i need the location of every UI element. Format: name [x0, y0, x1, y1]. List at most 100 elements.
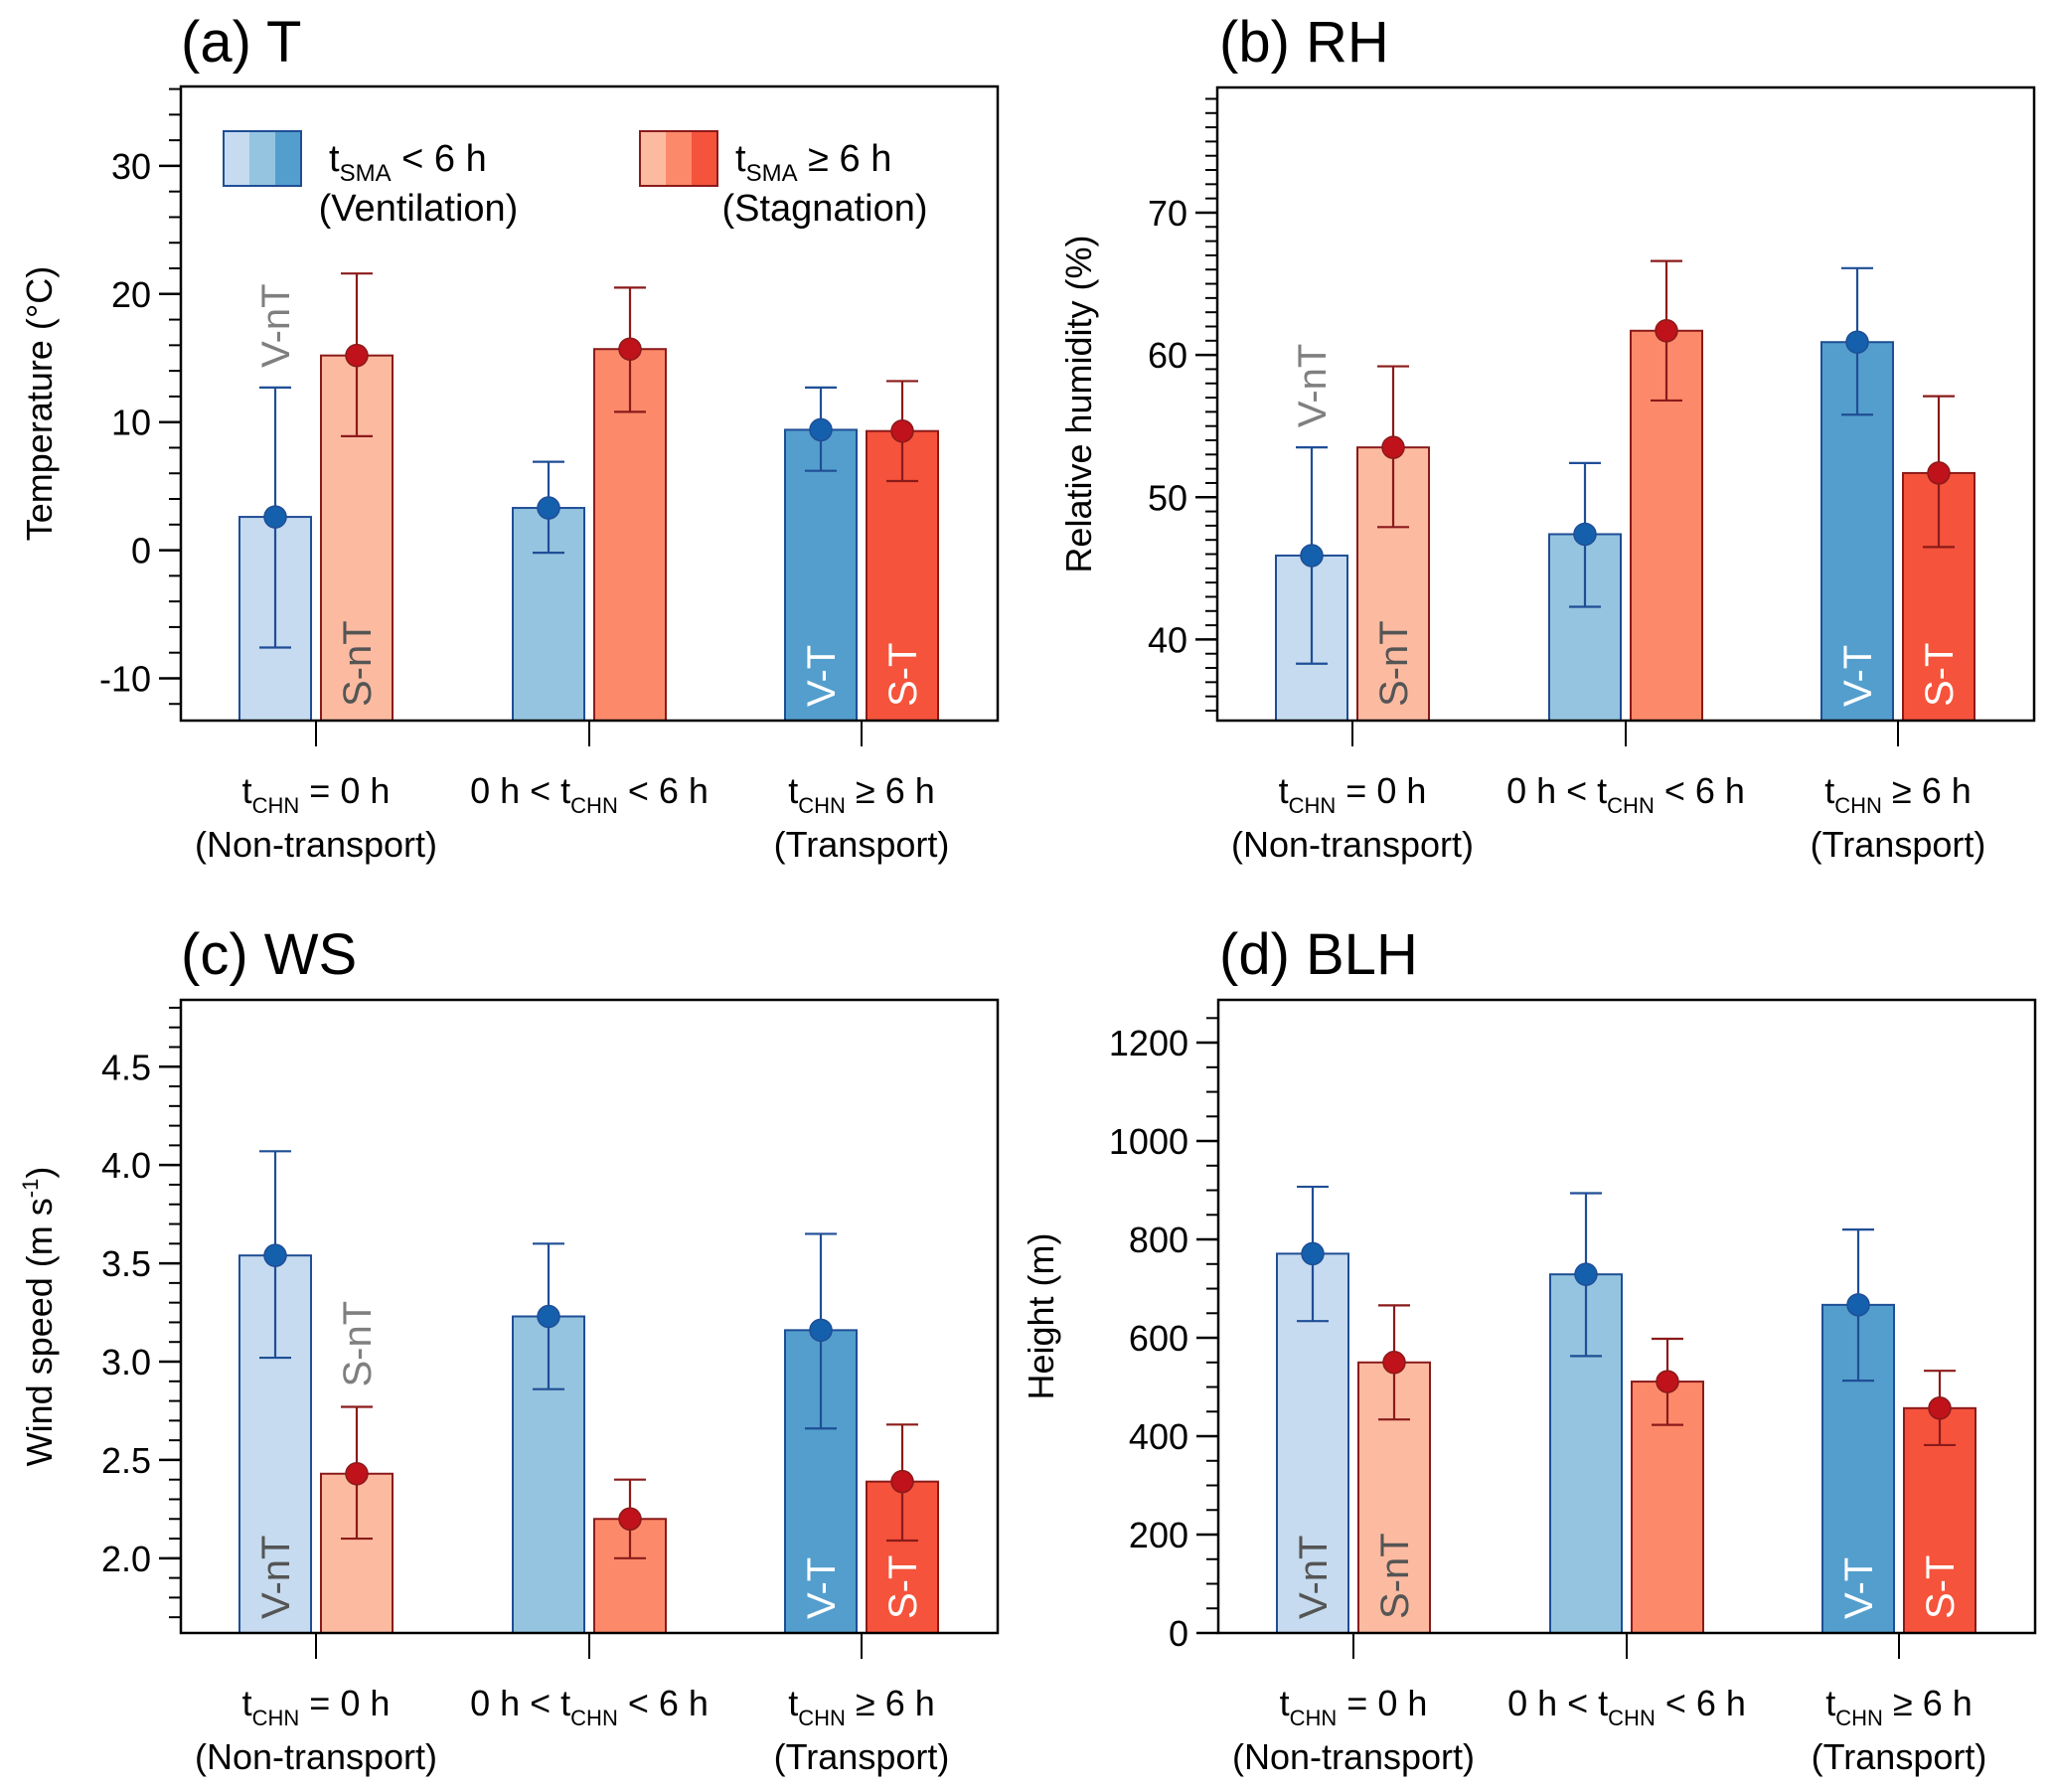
- bar: [512, 507, 585, 722]
- y-tick-label: 4.0: [101, 1145, 151, 1186]
- y-tick-label: 70: [1148, 193, 1187, 234]
- legend-sublabel: (Stagnation): [721, 188, 927, 230]
- x-category-label: tCHN ≥ 6 h: [788, 1683, 935, 1730]
- x-category-label: 0 h < tCHN < 6 h: [1506, 770, 1745, 818]
- y-tick-label: 800: [1129, 1220, 1188, 1260]
- mean-marker: [1382, 1351, 1406, 1375]
- mean-marker: [618, 1507, 642, 1532]
- legend-sublabel: (Ventilation): [319, 188, 519, 230]
- bar-tag-s-t: S-T: [881, 1555, 925, 1619]
- mean-marker: [345, 343, 369, 368]
- x-category-label: 0 h < tCHN < 6 h: [1507, 1683, 1746, 1730]
- y-tick-label: 200: [1129, 1515, 1188, 1555]
- mean-marker: [1381, 435, 1405, 459]
- y-tick-label: 50: [1148, 477, 1187, 518]
- x-category-label: tCHN = 0 h: [1279, 770, 1427, 818]
- x-category-sublabel: (Non-transport): [195, 1736, 437, 1777]
- bar-tag-v-t: V-T: [800, 645, 844, 707]
- panel-title: (a) T: [181, 10, 301, 75]
- mean-marker: [809, 1318, 833, 1343]
- y-tick-label: 1200: [1109, 1023, 1188, 1063]
- bar: [784, 428, 858, 722]
- bar-tag-v-t: V-T: [1837, 1557, 1881, 1619]
- y-tick-label: 4.5: [101, 1047, 151, 1087]
- y-axis-label: Height (m): [1021, 1232, 1061, 1399]
- mean-marker: [1574, 1262, 1598, 1286]
- y-tick-label: 600: [1129, 1318, 1188, 1359]
- x-category-label: tCHN = 0 h: [242, 1683, 391, 1730]
- x-category-sublabel: (Transport): [774, 824, 950, 865]
- x-category-sublabel: (Transport): [1811, 824, 1986, 865]
- legend-swatch-segment: [692, 131, 717, 186]
- bar-tag-v-t: V-T: [1836, 645, 1880, 707]
- legend-label: tSMA ≥ 6 h: [735, 138, 891, 187]
- legend-swatch-segment: [275, 131, 301, 186]
- y-axis-label: Relative humidity (%): [1058, 235, 1099, 572]
- bar-tag-s-t: S-T: [881, 643, 925, 707]
- mean-marker: [1300, 544, 1324, 568]
- x-category-label: 0 h < tCHN < 6 h: [470, 770, 709, 818]
- mean-marker: [263, 1243, 287, 1267]
- y-tick-label: 10: [111, 403, 151, 443]
- mean-marker: [1928, 1396, 1952, 1420]
- bar-tag-v-nt: V-nT: [254, 1536, 298, 1619]
- x-category-sublabel: (Non-transport): [1232, 1736, 1475, 1777]
- y-tick-label: 0: [1169, 1613, 1188, 1654]
- y-tick-label: 2.0: [101, 1539, 151, 1579]
- panel-d: (d) BLH 0 200 400 600 800 1000 1200 Height (m) V-…: [1021, 922, 2037, 1777]
- panel-c: (c) WS 2.0 2.5 3.0 3.5 4.0 4.5 Wind speed (m s-…: [18, 922, 1000, 1777]
- bar-tag-v-t: V-T: [800, 1557, 844, 1619]
- mean-marker: [537, 1304, 560, 1329]
- y-tick-label: 400: [1129, 1416, 1188, 1457]
- mean-marker: [1927, 461, 1951, 485]
- y-tick-label: 3.0: [101, 1342, 151, 1383]
- bar-tag-v-nt: V-nT: [1292, 1536, 1336, 1619]
- legend-label: tSMA < 6 h: [329, 138, 487, 187]
- bar-tag-v-nt: V-nT: [1291, 344, 1335, 427]
- mean-marker: [890, 1469, 914, 1494]
- y-tick-label: 2.5: [101, 1440, 151, 1481]
- x-category-sublabel: (Non-transport): [1231, 824, 1474, 865]
- panel-title: (c) WS: [181, 922, 357, 987]
- mean-marker: [890, 418, 914, 443]
- legend-swatch-segment: [640, 131, 666, 186]
- legend-swatch-segment: [249, 131, 275, 186]
- mean-marker: [1656, 1370, 1679, 1393]
- x-category-label: tCHN = 0 h: [1280, 1683, 1428, 1730]
- mean-marker: [345, 1462, 369, 1486]
- mean-marker: [1846, 1293, 1870, 1317]
- y-tick-label: 60: [1148, 335, 1187, 376]
- y-tick-label: 3.5: [101, 1243, 151, 1284]
- legend-swatch-frame: [639, 130, 718, 187]
- mean-marker: [263, 505, 287, 529]
- x-category-label: tCHN ≥ 6 h: [1825, 1683, 1973, 1730]
- mean-marker: [1573, 522, 1597, 547]
- x-category-label: 0 h < tCHN < 6 h: [470, 1683, 709, 1730]
- y-tick-label: 1000: [1109, 1121, 1188, 1162]
- y-axis-label: Temperature (°C): [19, 266, 60, 541]
- bar-tag-s-nt: S-nT: [336, 620, 380, 707]
- x-category-sublabel: (Non-transport): [195, 824, 437, 865]
- x-category-label: tCHN ≥ 6 h: [788, 770, 935, 818]
- bar-tag-s-nt: S-nT: [1373, 1533, 1417, 1619]
- bar-tag-s-t: S-T: [1919, 1555, 1963, 1619]
- y-tick-label: 40: [1148, 619, 1187, 660]
- y-tick-label: -10: [99, 658, 151, 699]
- legend-swatch-frame: [223, 130, 302, 187]
- legend-swatch-segment: [666, 131, 692, 186]
- mean-marker: [1301, 1241, 1325, 1266]
- panel-title: (b) RH: [1219, 10, 1389, 75]
- y-tick-label: 20: [111, 274, 151, 315]
- bar-tag-s-nt: S-nT: [336, 1301, 380, 1387]
- x-category-label: tCHN = 0 h: [242, 770, 391, 818]
- x-category-label: tCHN ≥ 6 h: [1824, 770, 1972, 818]
- mean-marker: [1845, 330, 1869, 354]
- panel-a: (a) T -10 0 10 20 30 Temperature (°C) V-nT S-nT V…: [19, 10, 1000, 865]
- y-axis-label: Wind speed (m s-1): [18, 1167, 60, 1467]
- bar-tag-s-nt: S-nT: [1372, 620, 1416, 707]
- mean-marker: [537, 496, 560, 520]
- panel-b: (b) RH 40 50 60 70 Relative humidity (%) V-nT S…: [1058, 10, 2036, 865]
- bar-tag-v-nt: V-nT: [254, 283, 298, 367]
- legend-ventilation: tSMA < 6 h(Ventilation): [223, 130, 519, 230]
